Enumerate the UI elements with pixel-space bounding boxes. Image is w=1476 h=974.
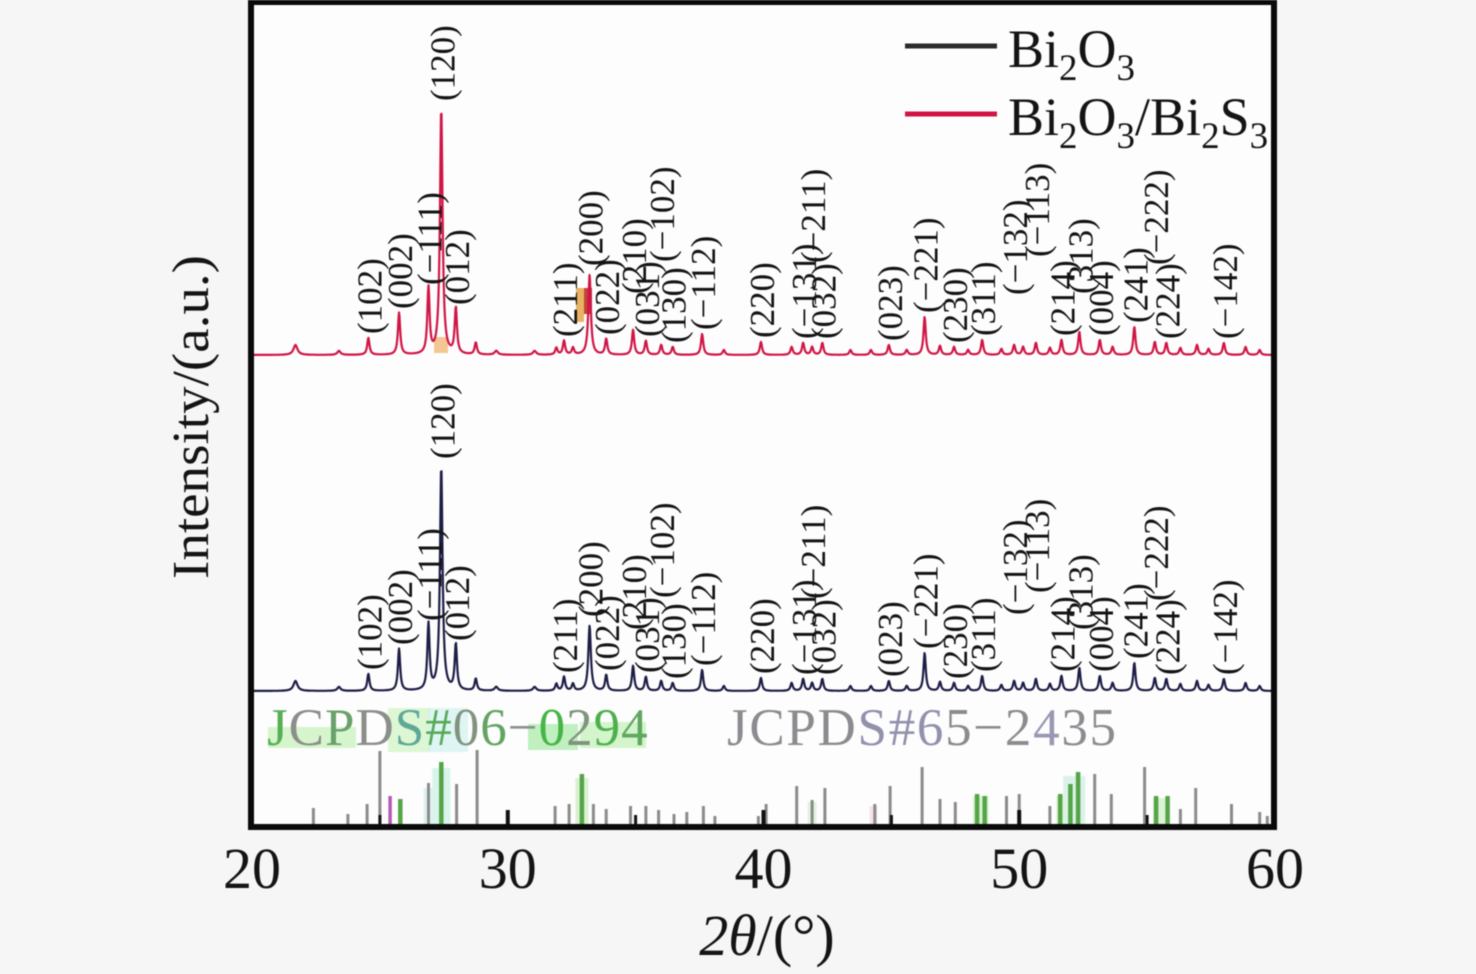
svg-text:(220): (220) bbox=[743, 262, 782, 338]
svg-text:(241): (241) bbox=[1116, 247, 1155, 323]
svg-text:JCPDS#06−0294: JCPDS#06−0294 bbox=[267, 699, 649, 757]
svg-text:(313): (313) bbox=[1061, 554, 1100, 630]
svg-text:2θ/(°): 2θ/(°) bbox=[699, 903, 834, 968]
svg-text:(031): (031) bbox=[628, 261, 667, 337]
svg-text:(002): (002) bbox=[381, 569, 420, 645]
svg-text:(032): (032) bbox=[804, 263, 843, 339]
svg-text:(−111): (−111) bbox=[411, 192, 450, 285]
svg-text:(210): (210) bbox=[615, 218, 654, 294]
svg-text:(−102): (−102) bbox=[643, 166, 682, 262]
svg-text:(004): (004) bbox=[1082, 596, 1121, 672]
svg-text:(210): (210) bbox=[615, 554, 654, 630]
svg-text:(−131): (−131) bbox=[785, 579, 824, 675]
svg-text:(241): (241) bbox=[1116, 583, 1155, 659]
svg-text:(102): (102) bbox=[350, 258, 389, 334]
svg-text:(−113): (−113) bbox=[1018, 499, 1057, 593]
svg-text:(004): (004) bbox=[1082, 260, 1121, 336]
svg-text:(211): (211) bbox=[546, 262, 585, 337]
svg-text:(−111): (−111) bbox=[411, 528, 450, 621]
svg-text:(002): (002) bbox=[381, 233, 420, 309]
svg-text:(031): (031) bbox=[628, 597, 667, 673]
svg-text:(−102): (−102) bbox=[643, 502, 682, 598]
svg-text:60: 60 bbox=[1246, 836, 1304, 901]
svg-text:30: 30 bbox=[479, 836, 537, 901]
svg-text:(130): (130) bbox=[655, 603, 694, 679]
svg-text:(230): (230) bbox=[936, 267, 975, 343]
svg-text:(−142): (−142) bbox=[1206, 243, 1245, 339]
svg-text:(214): (214) bbox=[1043, 260, 1082, 336]
svg-text:(313): (313) bbox=[1061, 218, 1100, 294]
svg-text:20: 20 bbox=[223, 836, 281, 901]
svg-text:(012): (012) bbox=[438, 565, 477, 641]
svg-text:(224): (224) bbox=[1148, 599, 1187, 675]
svg-text:(−113): (−113) bbox=[1018, 163, 1057, 257]
svg-text:(220): (220) bbox=[743, 598, 782, 674]
svg-text:(102): (102) bbox=[350, 594, 389, 670]
svg-text:(311): (311) bbox=[964, 261, 1003, 336]
svg-text:(−131): (−131) bbox=[785, 243, 824, 339]
svg-text:Bi2O3/Bi2S3: Bi2O3/Bi2S3 bbox=[1008, 87, 1268, 157]
svg-text:(−211): (−211) bbox=[794, 169, 833, 263]
svg-text:(230): (230) bbox=[936, 603, 975, 679]
svg-text:(224): (224) bbox=[1148, 263, 1187, 339]
svg-text:(214): (214) bbox=[1043, 596, 1082, 672]
svg-text:(120): (120) bbox=[423, 25, 462, 101]
svg-text:50: 50 bbox=[990, 836, 1048, 901]
svg-text:Intensity/(a.u.): Intensity/(a.u.) bbox=[163, 255, 220, 579]
svg-text:(200): (200) bbox=[572, 190, 611, 266]
svg-text:(130): (130) bbox=[655, 267, 694, 343]
svg-text:(−112): (−112) bbox=[684, 572, 723, 666]
svg-text:(−222): (−222) bbox=[1137, 505, 1176, 601]
svg-text:(022): (022) bbox=[588, 595, 627, 671]
svg-text:(−112): (−112) bbox=[684, 236, 723, 330]
svg-text:(022): (022) bbox=[588, 259, 627, 335]
svg-text:JCPDS#65−2435: JCPDS#65−2435 bbox=[727, 699, 1118, 757]
svg-text:(−211): (−211) bbox=[794, 505, 833, 599]
svg-text:(−132): (−132) bbox=[996, 519, 1035, 615]
svg-text:40: 40 bbox=[735, 836, 793, 901]
svg-text:(120): (120) bbox=[423, 383, 462, 459]
svg-text:(311): (311) bbox=[964, 597, 1003, 672]
svg-text:(−221): (−221) bbox=[907, 217, 946, 313]
svg-text:(200): (200) bbox=[572, 541, 611, 617]
svg-text:(−142): (−142) bbox=[1206, 579, 1245, 675]
svg-text:(023): (023) bbox=[871, 601, 910, 677]
svg-text:(012): (012) bbox=[438, 229, 477, 305]
svg-text:(032): (032) bbox=[804, 599, 843, 675]
svg-text:(−222): (−222) bbox=[1137, 169, 1176, 265]
svg-text:(023): (023) bbox=[871, 265, 910, 341]
svg-text:(−132): (−132) bbox=[996, 199, 1035, 295]
svg-text:(−221): (−221) bbox=[907, 553, 946, 649]
svg-text:(211): (211) bbox=[546, 598, 585, 673]
